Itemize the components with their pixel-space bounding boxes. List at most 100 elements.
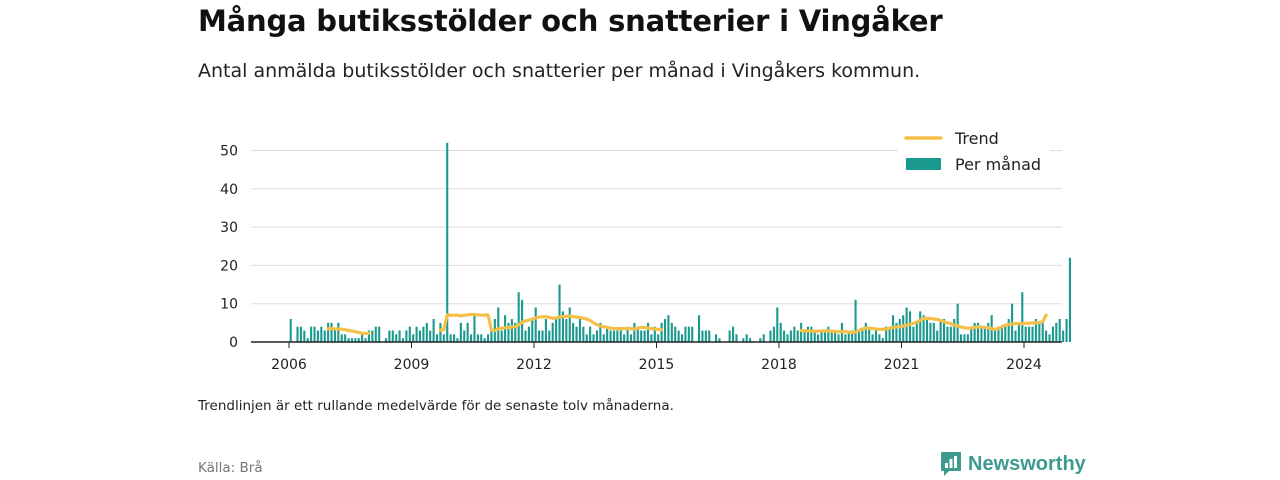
month-bar (595, 330, 599, 342)
month-bar (633, 322, 636, 342)
month-bar (749, 338, 752, 342)
month-bar (361, 334, 364, 342)
month-bar (942, 319, 946, 342)
x-tick-label: 2021 (884, 357, 920, 373)
month-bar (925, 319, 929, 342)
month-bar (776, 307, 779, 342)
month-bar (1017, 322, 1020, 342)
month-bar (544, 319, 547, 342)
month-bar (847, 330, 850, 342)
month-bar (418, 330, 422, 342)
month-bar (646, 322, 650, 342)
month-bar (429, 330, 432, 342)
month-bar (983, 326, 986, 342)
trend-line (799, 313, 1048, 335)
month-bar (759, 338, 762, 342)
x-tick-label: 2012 (516, 357, 552, 373)
legend-background (898, 124, 1050, 180)
month-bar (357, 338, 360, 342)
month-bar (718, 338, 721, 342)
month-bar (994, 330, 997, 342)
month-bar (606, 326, 609, 342)
month-bar (636, 326, 639, 342)
x-tick-label: 2018 (761, 357, 797, 373)
month-bar (956, 303, 959, 342)
month-bar (388, 330, 391, 342)
month-bar (609, 330, 612, 342)
month-bar (306, 338, 309, 342)
month-bar (779, 322, 782, 342)
month-bar (313, 326, 316, 342)
y-tick-label: 10 (220, 297, 238, 313)
legend-label: Trend (954, 129, 999, 148)
month-bar (851, 330, 854, 342)
month-bar (592, 334, 595, 342)
x-tick-label: 2006 (271, 357, 307, 373)
month-bar (401, 338, 405, 342)
month-bar (299, 326, 302, 342)
month-bar (800, 322, 803, 342)
month-bar (602, 334, 605, 342)
brand-name: Newsworthy (968, 452, 1086, 475)
x-tick-label: 2009 (394, 357, 430, 373)
month-bar (1055, 322, 1058, 342)
month-bar (817, 334, 820, 342)
month-bar (827, 326, 830, 342)
legend-label: Per månad (955, 155, 1041, 174)
month-bar (480, 334, 483, 342)
month-bar (296, 326, 299, 342)
month-bar (616, 330, 619, 342)
month-bar (558, 284, 561, 342)
month-bar (922, 315, 925, 342)
month-bar (490, 330, 493, 342)
newsworthy-speech-bubble-icon (941, 452, 961, 476)
month-bar (367, 330, 371, 342)
month-bar (350, 338, 354, 342)
month-bar (857, 330, 861, 342)
month-bar (354, 338, 357, 342)
month-bar (810, 326, 813, 342)
month-bar (541, 330, 544, 342)
month-bar (459, 322, 462, 342)
month-bar (762, 334, 765, 342)
month-bar (398, 330, 401, 342)
month-bar (680, 334, 684, 342)
month-bar (337, 322, 340, 342)
month-bar (973, 322, 976, 342)
month-bar (691, 326, 694, 342)
month-bar (1051, 326, 1054, 342)
month-bar (878, 334, 881, 342)
month-bar (796, 330, 799, 342)
month-bar (697, 315, 701, 342)
month-bar (1014, 330, 1017, 342)
month-bar (663, 319, 667, 342)
month-bar (384, 338, 388, 342)
month-bar (745, 334, 748, 342)
month-bar (395, 334, 398, 342)
month-bar (953, 319, 956, 342)
month-bar (650, 334, 653, 342)
month-bar (871, 334, 874, 342)
month-bar (497, 307, 500, 342)
legend-swatch-bars (906, 158, 941, 170)
month-bar (803, 330, 806, 342)
month-bar (371, 330, 374, 342)
month-bar (1028, 326, 1031, 342)
month-bar (534, 307, 537, 342)
month-bar (970, 326, 973, 342)
month-bar (568, 307, 571, 342)
month-bar (670, 322, 673, 342)
month-bar (514, 322, 517, 342)
month-bar (531, 319, 534, 342)
month-bar (500, 330, 503, 342)
y-tick-label: 50 (220, 144, 238, 160)
month-bar (524, 330, 527, 342)
month-bar (551, 322, 554, 342)
month-bar (565, 319, 568, 342)
month-bar (327, 322, 330, 342)
month-bar (378, 326, 381, 342)
month-bar (902, 315, 905, 342)
month-bar (932, 322, 935, 342)
chart-subtitle: Antal anmälda butiksstölder och snatteri… (198, 60, 921, 82)
month-bar (820, 330, 823, 342)
